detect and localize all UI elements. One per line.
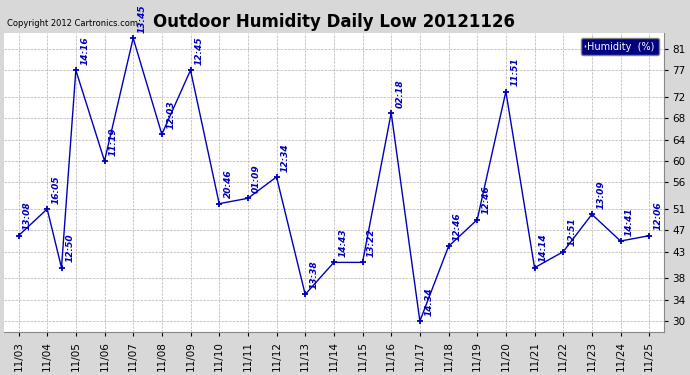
Text: 12:03: 12:03: [166, 100, 175, 129]
Text: 14:14: 14:14: [539, 234, 548, 262]
Text: 14:41: 14:41: [625, 207, 634, 236]
Text: 13:08: 13:08: [23, 202, 32, 230]
Text: 14:43: 14:43: [338, 228, 347, 257]
Text: 02:18: 02:18: [395, 79, 404, 108]
Text: 13:09: 13:09: [596, 180, 605, 209]
Text: 12:46: 12:46: [453, 212, 462, 241]
Text: 20:46: 20:46: [224, 170, 233, 198]
Text: 13:22: 13:22: [367, 228, 376, 257]
Text: 13:38: 13:38: [310, 261, 319, 289]
Title: Outdoor Humidity Daily Low 20121126: Outdoor Humidity Daily Low 20121126: [153, 13, 515, 31]
Text: 11:19: 11:19: [109, 127, 118, 156]
Text: 13:45: 13:45: [137, 4, 146, 33]
Text: 11:51: 11:51: [510, 57, 519, 86]
Text: 12:06: 12:06: [653, 202, 662, 230]
Text: 12:34: 12:34: [281, 143, 290, 172]
Text: 16:05: 16:05: [52, 175, 61, 204]
Text: Copyright 2012 Cartronics.com: Copyright 2012 Cartronics.com: [7, 19, 138, 28]
Text: 12:51: 12:51: [567, 218, 577, 246]
Text: 12:50: 12:50: [66, 234, 75, 262]
Text: 14:34: 14:34: [424, 287, 433, 316]
Text: 12:45: 12:45: [195, 36, 204, 65]
Text: 12:46: 12:46: [482, 186, 491, 214]
Text: 14:16: 14:16: [80, 36, 89, 65]
Text: 01:09: 01:09: [252, 164, 261, 193]
Legend: Humidity  (%): Humidity (%): [580, 38, 659, 56]
